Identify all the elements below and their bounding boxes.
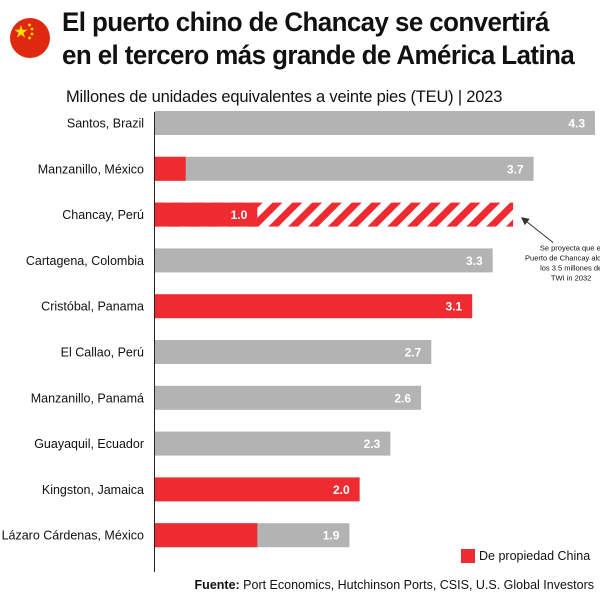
flag-large-star	[14, 25, 28, 38]
value-label: 1.0	[231, 208, 248, 222]
flag-small-star	[30, 32, 34, 36]
category-label: El Callao, Perú	[61, 346, 144, 360]
flag-small-star	[30, 27, 34, 31]
value-label: 1.9	[323, 529, 340, 543]
legend: De propiedad China	[461, 549, 590, 563]
value-label: 2.0	[333, 483, 350, 497]
category-label: Manzanillo, Panamá	[31, 391, 144, 405]
legend-label: De propiedad China	[479, 549, 591, 563]
category-label: Kingston, Jamaica	[42, 483, 144, 497]
legend-swatch-china	[461, 549, 475, 563]
value-label: 3.1	[446, 300, 463, 314]
value-label: 2.6	[394, 391, 411, 405]
flag-small-star	[28, 36, 31, 40]
chart-title: El puerto chino de Chancay se convertirá…	[62, 7, 575, 70]
category-label: Cartagena, Colombia	[26, 254, 144, 268]
value-label: 3.3	[466, 254, 483, 268]
annotation-text: Puerto de Chancay alcance	[525, 254, 600, 263]
flag-small-star	[28, 23, 31, 27]
china-flag-icon	[10, 18, 50, 58]
source-text: Port Economics, Hutchinson Ports, CSIS, …	[239, 578, 594, 592]
value-label: 2.3	[364, 437, 381, 451]
bar-other-owned	[155, 156, 534, 181]
bar-other-owned	[155, 385, 422, 410]
bar-china-owned	[155, 294, 473, 319]
bar-china-owned	[155, 523, 258, 548]
annotation-text: TWI in 2032	[551, 274, 591, 283]
bar-china-owned	[155, 202, 258, 227]
source-label: Fuente:	[194, 578, 240, 592]
bar-other-owned	[155, 340, 432, 364]
bar-other-owned	[155, 248, 493, 273]
category-label: Manzanillo, México	[38, 162, 144, 176]
annotation-text: Se proyecta que el	[540, 244, 600, 253]
source-note: Fuente: Port Economics, Hutchinson Ports…	[195, 578, 594, 592]
chart-subtitle: Millones de unidades equivalentes a vein…	[66, 88, 503, 106]
category-label: Lázaro Cárdenas, México	[2, 529, 144, 543]
annotation-arrow	[521, 217, 554, 243]
bar-china-owned	[155, 477, 360, 502]
annotation-text: los 3.5 millones de	[540, 264, 600, 273]
bar-other-owned	[155, 111, 595, 135]
category-label: Santos, Brazil	[67, 117, 144, 131]
value-label: 3.7	[507, 162, 524, 176]
value-label: 2.7	[405, 346, 422, 360]
value-label: 4.3	[568, 117, 585, 131]
bar-other-owned	[155, 431, 391, 456]
category-label: Guayaquil, Ecuador	[34, 437, 144, 451]
bar-china-owned	[155, 156, 186, 181]
category-label: Cristóbal, Panama	[41, 300, 144, 314]
category-label: Chancay, Perú	[62, 208, 144, 222]
